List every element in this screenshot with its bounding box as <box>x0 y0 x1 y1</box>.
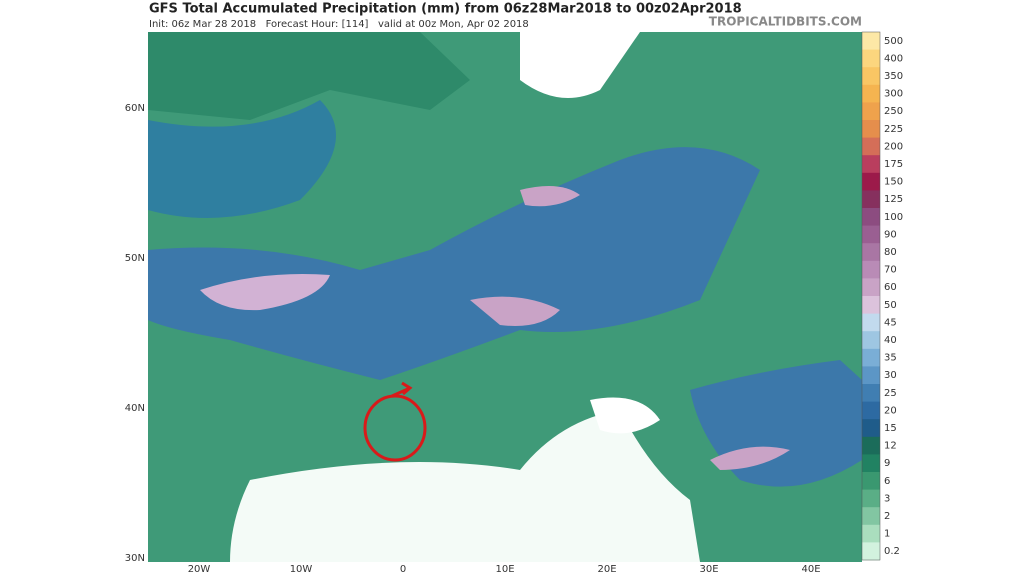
dry-area <box>590 397 660 434</box>
precip-max <box>710 446 790 470</box>
colorbar-label: 500 <box>884 36 903 47</box>
lat-label: 30N <box>125 553 145 564</box>
colorbar-label: 90 <box>884 229 897 240</box>
colorbar-label: 100 <box>884 212 903 223</box>
colorbar-label: 350 <box>884 71 903 82</box>
colorbar-swatch <box>862 331 880 350</box>
colorbar-swatch <box>862 225 880 244</box>
precip-max <box>520 186 580 207</box>
colorbar-label: 225 <box>884 124 903 135</box>
colorbar-swatch <box>862 260 880 279</box>
colorbar-swatch <box>862 172 880 191</box>
title: GFS Total Accumulated Precipitation (mm)… <box>149 2 742 17</box>
lon-label: 30E <box>699 564 718 575</box>
colorbar-label: 70 <box>884 265 897 276</box>
colorbar-swatch <box>862 436 880 455</box>
colorbar-label: 175 <box>884 159 903 170</box>
colorbar-swatch <box>862 524 880 543</box>
colorbar-label: 125 <box>884 194 903 205</box>
brand: TROPICALTIDBITS.COM <box>709 15 862 29</box>
colorbar-label: 250 <box>884 106 903 117</box>
colorbar-label: 30 <box>884 370 897 381</box>
colorbar-swatch <box>862 454 880 473</box>
colorbar-label: 12 <box>884 441 897 452</box>
colorbar-swatch <box>862 348 880 367</box>
colorbar-label: 200 <box>884 141 903 152</box>
colorbar-label: 40 <box>884 335 897 346</box>
colorbar-swatch <box>862 384 880 403</box>
colorbar-swatch <box>862 489 880 508</box>
precip-max <box>470 296 560 326</box>
precip-band <box>148 147 760 380</box>
colorbar-label: 3 <box>884 493 890 504</box>
colorbar-label: 0.2 <box>884 546 900 557</box>
colorbar-swatch <box>862 472 880 491</box>
colorbar-swatch <box>862 208 880 227</box>
colorbar-label: 400 <box>884 53 903 64</box>
colorbar-swatch <box>862 278 880 297</box>
colorbar-label: 50 <box>884 300 897 311</box>
colorbar-label: 35 <box>884 353 897 364</box>
lat-label: 40N <box>125 403 145 414</box>
colorbar: 5004003503002502252001751501251009080706… <box>861 31 903 561</box>
colorbar-swatch <box>862 67 880 86</box>
colorbar-swatch <box>862 190 880 209</box>
colorbar-swatch <box>862 32 880 51</box>
lon-label: 10W <box>290 564 313 575</box>
colorbar-swatch <box>862 84 880 103</box>
colorbar-label: 9 <box>884 458 890 469</box>
ocean-precip <box>148 32 470 120</box>
colorbar-label: 6 <box>884 476 890 487</box>
colorbar-label: 45 <box>884 317 897 328</box>
lat-label: 60N <box>125 103 145 114</box>
colorbar-label: 25 <box>884 388 897 399</box>
colorbar-swatch <box>862 137 880 156</box>
colorbar-label: 300 <box>884 89 903 100</box>
dry-area <box>520 32 640 98</box>
colorbar-swatch <box>862 313 880 332</box>
colorbar-swatch <box>862 49 880 68</box>
annotation-arrow <box>391 381 413 398</box>
colorbar-swatch <box>862 419 880 438</box>
lon-label: 20E <box>597 564 616 575</box>
lon-label: 20W <box>188 564 211 575</box>
colorbar-swatch <box>862 366 880 385</box>
colorbar-swatch <box>862 120 880 139</box>
colorbar-label: 15 <box>884 423 897 434</box>
lat-label: 50N <box>125 253 145 264</box>
colorbar-swatch <box>862 102 880 121</box>
subtitle: Init: 06z Mar 28 2018 Forecast Hour: [11… <box>149 19 529 30</box>
colorbar-label: 1 <box>884 529 890 540</box>
colorbar-label: 2 <box>884 511 890 522</box>
colorbar-swatch <box>862 296 880 315</box>
lon-label: 40E <box>801 564 820 575</box>
colorbar-label: 60 <box>884 282 897 293</box>
lon-label: 10E <box>495 564 514 575</box>
colorbar-swatch <box>862 155 880 174</box>
map <box>148 32 862 562</box>
lon-label: 0 <box>400 564 406 575</box>
precip-max <box>200 274 330 311</box>
dry-area <box>230 410 700 562</box>
colorbar-frame <box>861 31 881 561</box>
precip-band <box>148 100 336 218</box>
colorbar-swatch <box>862 243 880 262</box>
colorbar-swatch <box>862 542 880 561</box>
colorbar-swatch <box>862 507 880 526</box>
colorbar-swatch <box>862 401 880 420</box>
colorbar-label: 80 <box>884 247 897 258</box>
colorbar-label: 150 <box>884 177 903 188</box>
colorbar-label: 20 <box>884 405 897 416</box>
